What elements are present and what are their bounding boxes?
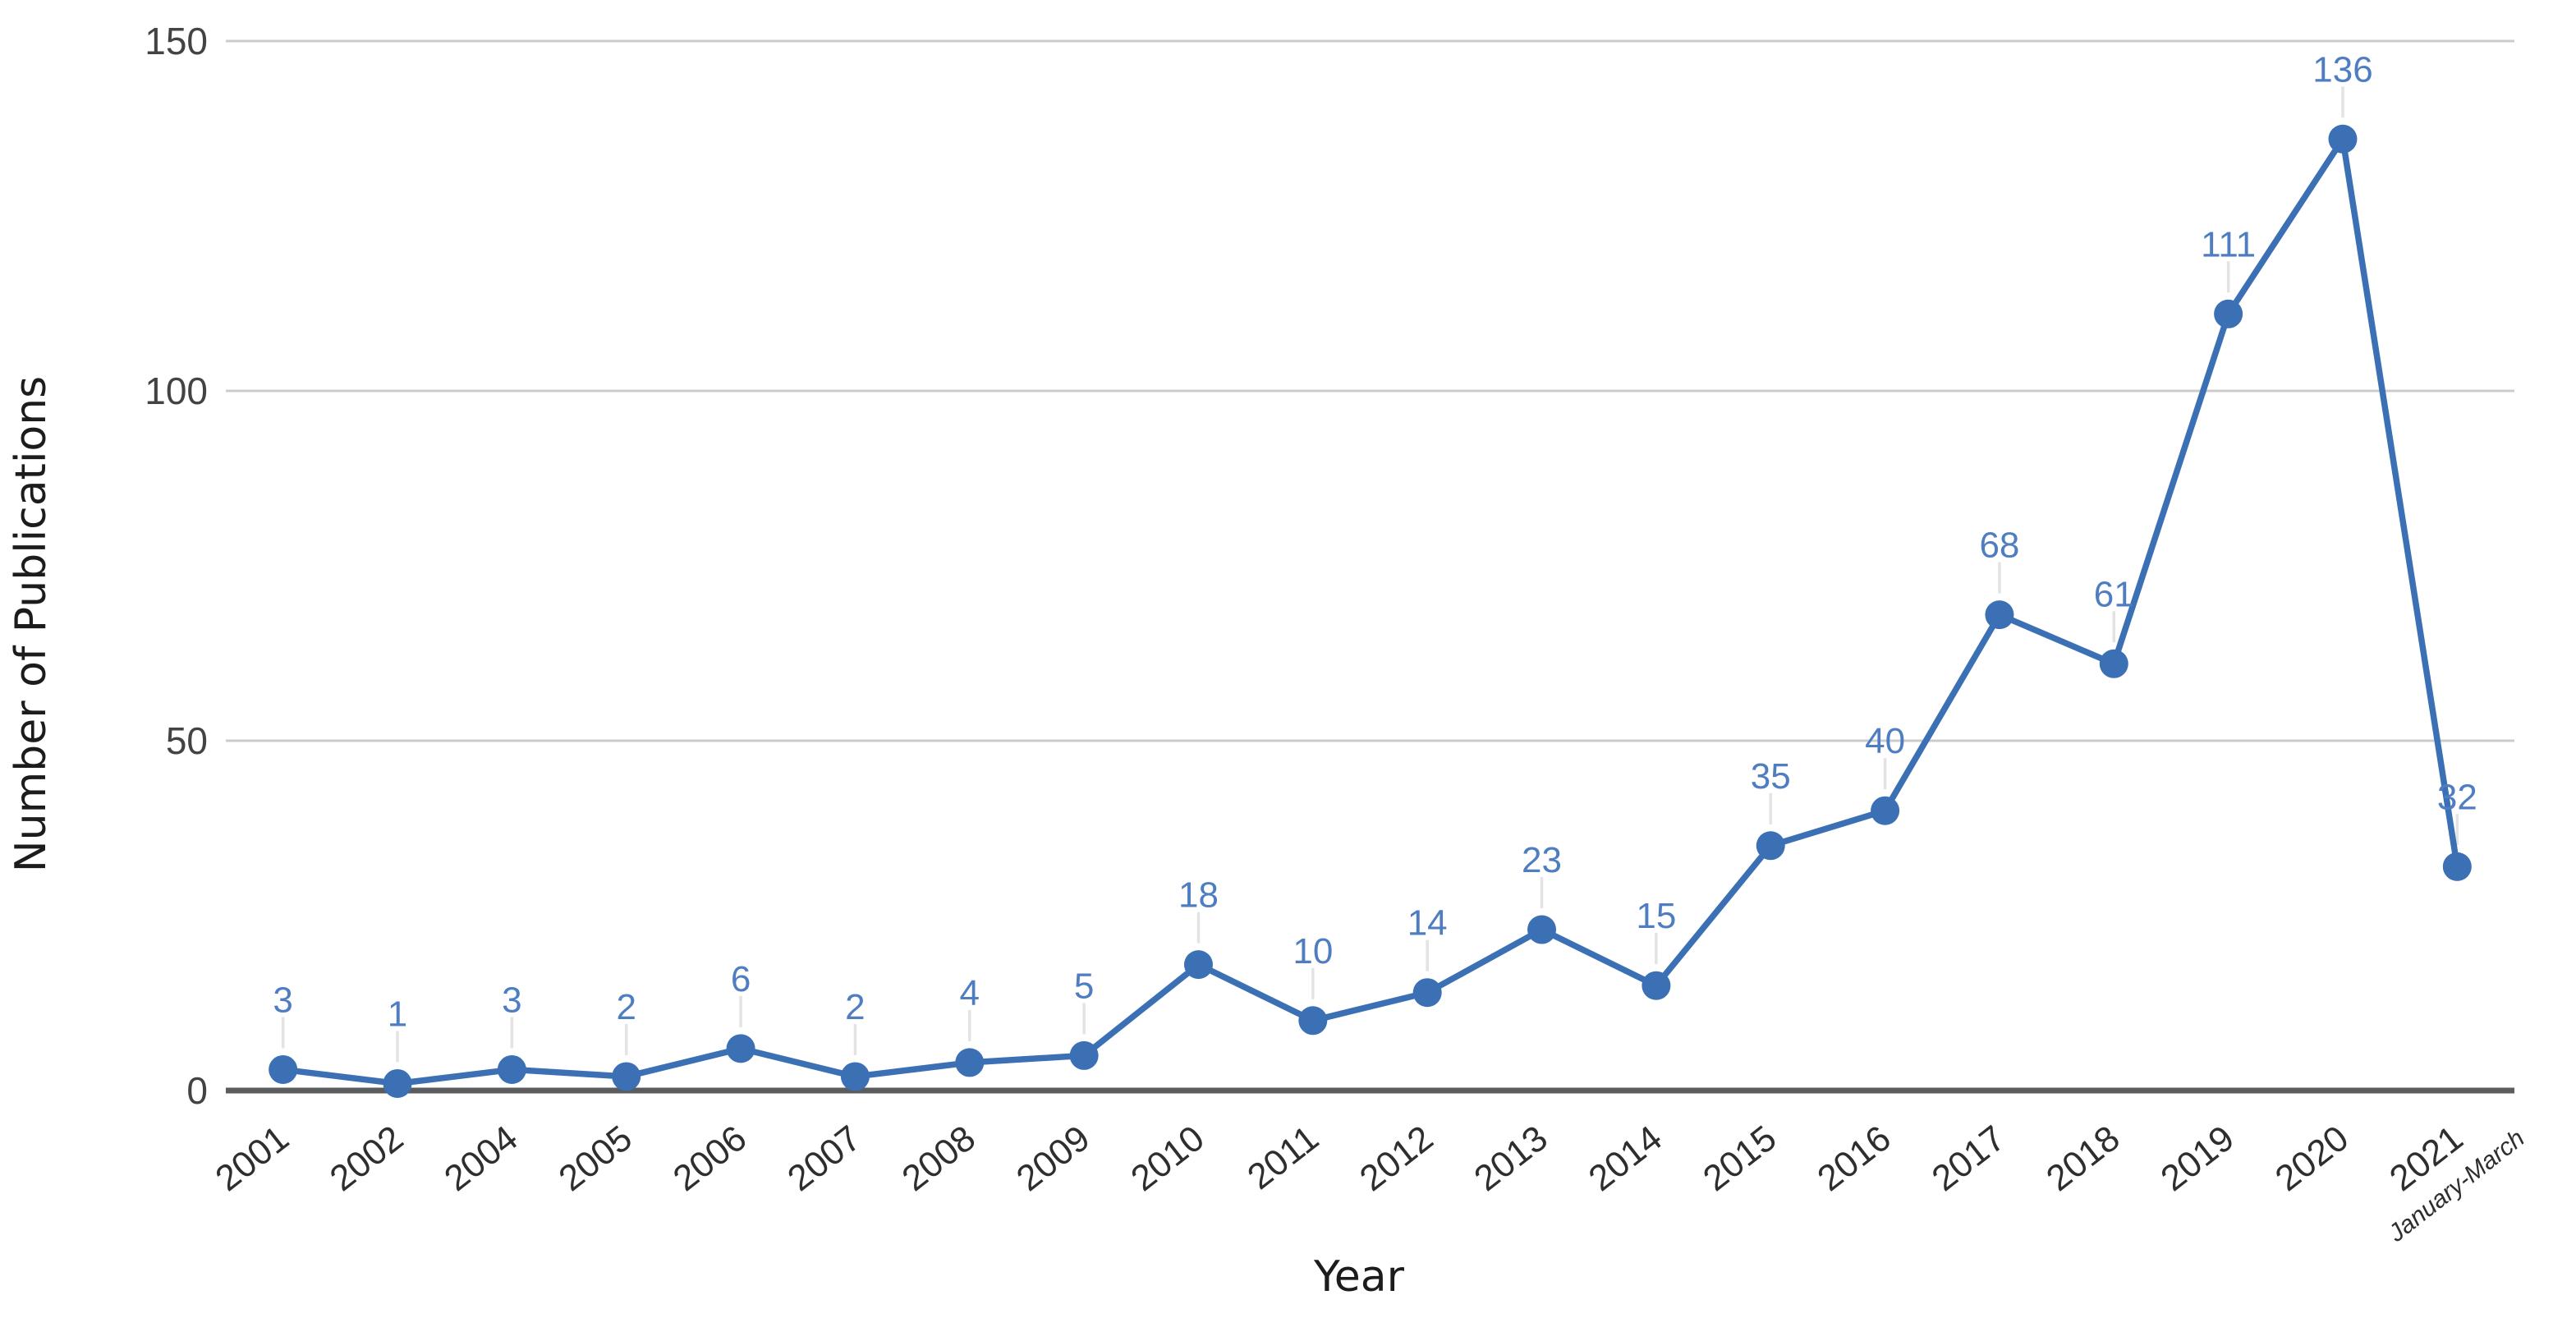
data-point-label: 2 [616,987,636,1027]
x-axis-tick-label: 2013 [1467,1118,1554,1199]
data-point-label: 10 [1293,931,1333,971]
data-point [1527,915,1557,944]
data-point-label: 40 [1865,721,1905,761]
data-point-label: 68 [1979,526,2019,566]
y-axis-tick-labels: 0 50 100 150 [145,20,208,1112]
data-point [1069,1040,1099,1070]
x-axis-tick-label: 2016 [1810,1118,1898,1199]
gridlines [226,39,2514,1094]
data-point-label: 14 [1407,903,1448,944]
data-point [2099,649,2128,678]
data-point [2442,852,2472,881]
x-axis-tick-label: 2017 [1925,1118,2013,1199]
data-point [840,1062,870,1091]
data-point-label: 18 [1178,875,1219,916]
x-axis-tick-label: 2001 [209,1118,296,1199]
data-point [612,1062,641,1091]
x-axis-title: Year [1313,1252,1405,1302]
x-axis-tick-label: 2004 [437,1118,525,1199]
x-axis-tick-label: 2012 [1352,1118,1440,1199]
data-point-label: 6 [731,959,751,999]
x-axis-tick-label: 2005 [552,1118,640,1199]
data-point [1412,978,1442,1008]
data-point-label: 2 [845,987,865,1027]
x-axis-tick-label: 2020 [2268,1118,2356,1199]
data-point [955,1048,985,1077]
x-axis-tick-label: 2010 [1123,1118,1211,1199]
data-point-label: 3 [273,980,292,1020]
x-axis-tick-label: 2002 [323,1118,411,1199]
y-axis-tick-label: 50 [166,719,208,762]
x-axis-tick-label: 2008 [895,1118,983,1199]
data-point [269,1054,298,1084]
x-axis-tick-label: 2018 [2039,1118,2127,1199]
data-point [2214,299,2243,328]
x-axis-tick-label: 2009 [1009,1118,1097,1199]
data-point [726,1034,755,1063]
y-axis-tick-label: 0 [186,1069,208,1112]
data-point-label: 111 [2201,224,2256,264]
series-line [279,135,2461,1087]
data-point-label: 5 [1074,966,1094,1006]
data-point-label: 3 [502,980,521,1020]
x-axis-tick-label: 2007 [780,1118,868,1199]
data-point-label: 35 [1751,756,1791,797]
data-point [1642,971,1671,1000]
data-point-label: 61 [2094,574,2134,614]
data-point-label: 136 [2312,49,2372,90]
data-point-label: 15 [1636,896,1676,936]
data-point [1985,600,2014,630]
data-point-label: 32 [2437,777,2477,817]
data-point-label: 4 [960,973,980,1013]
data-point-label: 23 [1522,840,1562,880]
x-axis-tick-label: 2019 [2153,1118,2241,1199]
annotation-leaders [281,86,2459,1063]
x-axis-tick-label: 2006 [666,1118,754,1199]
x-axis-tick-label: 2014 [1582,1118,1669,1199]
x-axis-tick-label: 2011 [1240,1118,1326,1197]
series-line-group [279,135,2461,1087]
data-points-group [269,124,2472,1098]
y-axis-title: Number of Publications [7,376,56,873]
data-point [383,1068,412,1098]
data-point [1871,796,1900,825]
data-point [497,1054,526,1084]
data-point [2328,124,2358,154]
data-point [1298,1006,1328,1036]
x-axis-tick-labels: 2001 2002 2004 2005 2006 2007 2008 2009 2010 2011… [209,1118,2530,1247]
x-axis-tick-label: 2015 [1696,1118,1784,1199]
data-point [1183,950,1213,980]
y-axis-tick-label: 150 [145,20,208,62]
y-axis-tick-label: 100 [145,370,208,412]
data-point-label: 1 [388,994,407,1034]
data-point [1756,831,1785,861]
